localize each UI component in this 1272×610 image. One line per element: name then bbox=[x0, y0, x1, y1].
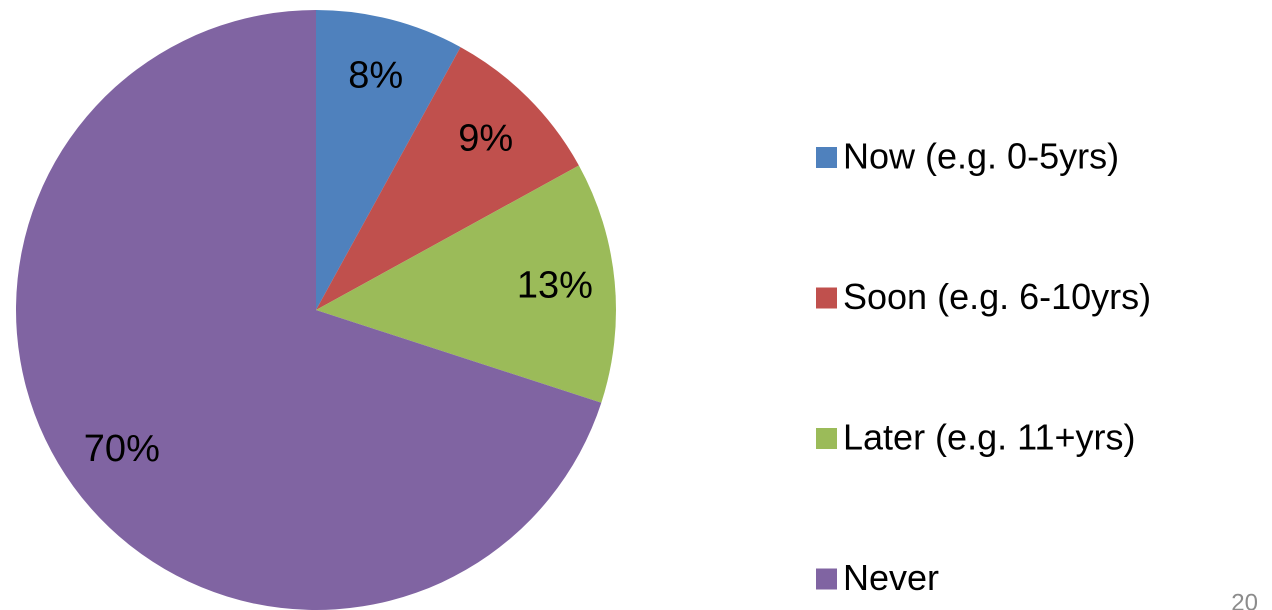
legend-label: Later (e.g. 11+yrs) bbox=[843, 417, 1135, 458]
legend-swatch bbox=[816, 568, 837, 590]
legend-label: Never bbox=[843, 557, 939, 598]
data-label: 13% bbox=[517, 264, 593, 306]
legend-label: Soon (e.g. 6-10yrs) bbox=[843, 276, 1151, 317]
legend-swatch bbox=[816, 428, 837, 449]
pie-slice bbox=[316, 165, 616, 403]
data-label: 8% bbox=[348, 55, 403, 97]
page-number: 20 bbox=[1231, 589, 1258, 610]
pie-slice bbox=[316, 10, 461, 310]
data-label: 70% bbox=[84, 428, 160, 470]
data-label: 9% bbox=[458, 117, 513, 159]
legend-swatch bbox=[816, 147, 837, 168]
pie-slice bbox=[316, 47, 579, 310]
legend-swatch bbox=[816, 287, 837, 309]
legend-label: Now (e.g. 0-5yrs) bbox=[843, 136, 1119, 177]
pie-slice bbox=[16, 10, 602, 610]
